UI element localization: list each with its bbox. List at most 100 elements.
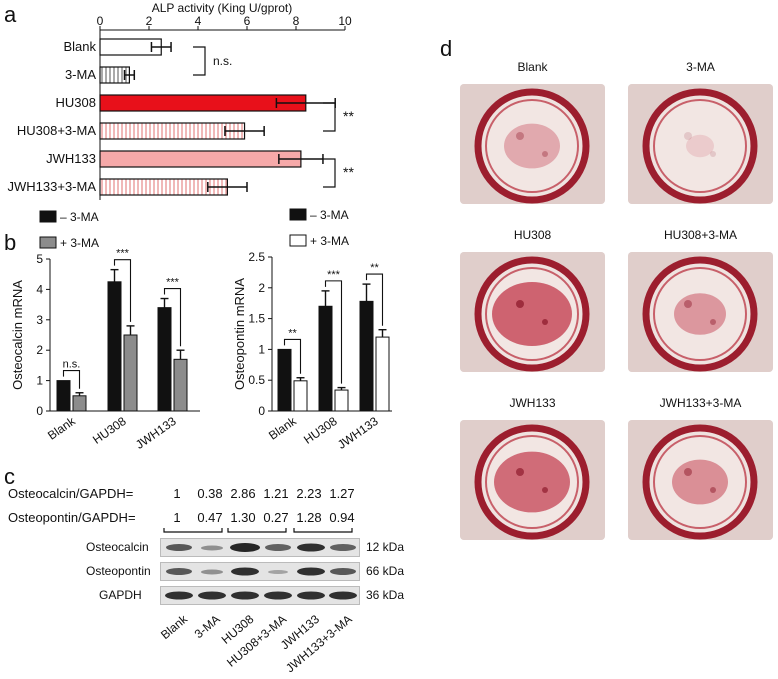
- chart-b2-significance-label: ***: [327, 269, 341, 281]
- chart-b2-ylabel: Osteopontin mRNA: [232, 278, 247, 390]
- chart-a-category-label: JWH133+3-MA: [8, 179, 97, 194]
- chart-a-title: ALP activity (King U/gprot): [152, 1, 293, 15]
- photo-label: Blank: [517, 60, 548, 74]
- stained-well-photo: [628, 420, 773, 540]
- chart-b1-bar: [123, 334, 138, 412]
- stained-well-photo: [628, 252, 773, 372]
- band-size-osteopontin: 66 kDa: [366, 564, 405, 578]
- chart-a-xtick-label: 6: [244, 14, 251, 28]
- chart-a-xtick-label: 2: [146, 14, 153, 28]
- chart-b2-ytick-label: 0.5: [248, 373, 265, 387]
- chart-b1-bar: [157, 307, 172, 412]
- panel-label-b: b: [4, 230, 17, 255]
- chart-b1-bar: [72, 395, 87, 412]
- chart-b2-category-label: HU308: [301, 414, 340, 447]
- chart-b2-ytick-label: 2: [258, 281, 265, 295]
- lane-label: Blank: [157, 612, 190, 643]
- chart-b1-ytick-label: 3: [36, 313, 43, 327]
- chart-b2-bar: [293, 380, 308, 412]
- chart-b1-ytick-label: 2: [36, 343, 43, 357]
- stained-well-photo: [628, 84, 773, 204]
- chart-a-bar: [99, 122, 246, 140]
- panel-label-c: c: [4, 464, 15, 489]
- ratio-value: 2.86: [230, 486, 256, 501]
- photo-label: JWH133+3-MA: [659, 396, 742, 410]
- ratio-value: 0.27: [263, 510, 289, 525]
- chart-b1-bar: [56, 380, 71, 412]
- chart-b2-bar: [359, 300, 374, 412]
- chart-b1-ylabel: Osteocalcin mRNA: [10, 280, 25, 390]
- chart-b2-ytick-label: 2.5: [248, 250, 265, 264]
- chart-b1-category-label: HU308: [90, 414, 129, 447]
- band-size-osteocalcin: 12 kDa: [366, 540, 405, 554]
- ratio-value: 0.38: [197, 486, 223, 501]
- chart-b1-legend-swatch: [39, 236, 57, 249]
- chart-b2-legend-swatch: [289, 208, 307, 221]
- chart-b2-legend-label: – 3-MA: [310, 208, 349, 222]
- chart-b2-bar: [318, 305, 333, 412]
- chart-b2-significance-bracket: [283, 338, 302, 374]
- ratio-value: 2.23: [296, 486, 322, 501]
- chart-b1-significance-label: n.s.: [63, 359, 81, 371]
- chart-b1-significance-label: ***: [166, 277, 180, 289]
- ratio-value: 1.27: [329, 486, 355, 501]
- photo-label: HU308: [513, 228, 552, 242]
- panel-label-a: a: [4, 2, 17, 27]
- chart-b1-legend-label: – 3-MA: [60, 210, 99, 224]
- band-size-gapdh: 36 kDa: [366, 588, 405, 602]
- ratio-value: 1.30: [230, 510, 256, 525]
- chart-b2-legend-label: + 3-MA: [310, 234, 349, 248]
- chart-b1-significance-label: ***: [116, 248, 130, 260]
- chart-a-significance-bracket: [193, 46, 206, 76]
- ratio-value: 1: [173, 486, 181, 501]
- chart-b2-bar: [375, 336, 390, 412]
- charts-svg: ALP activity (King U/gprot) 0 2 4 6 8 10 Blank 3…: [8, 1, 392, 452]
- chart-b1-category-label: JWH133: [133, 414, 179, 452]
- chart-b1-significance-bracket: [62, 370, 81, 389]
- blot-strip-osteocalcin: [160, 538, 360, 557]
- chart-a-xtick-label: 4: [195, 14, 202, 28]
- panel-label-d: d: [440, 36, 453, 61]
- ratio-value: 1.21: [263, 486, 289, 501]
- lane-label: 3-MA: [192, 612, 223, 642]
- chart-a-significance-bracket: [323, 158, 336, 188]
- chart-b2-ytick-label: 1: [258, 342, 265, 356]
- chart-a-category-label: 3-MA: [65, 67, 96, 82]
- chart-b1-ytick-label: 4: [36, 282, 43, 296]
- chart-b1-ytick-label: 5: [36, 252, 43, 266]
- chart-b2-bar: [334, 389, 349, 412]
- chart-b1-significance-bracket: [163, 287, 182, 347]
- chart-b2-significance-bracket: [365, 273, 384, 326]
- chart-b2-category-label: JWH133: [335, 414, 381, 452]
- chart-a-bar: [99, 150, 302, 168]
- chart-b2-significance-label: **: [370, 262, 379, 274]
- chart-b1-legend-swatch: [39, 210, 57, 223]
- chart-a-significance-label: **: [343, 164, 354, 180]
- chart-b1-ytick-label: 1: [36, 374, 43, 388]
- chart-b1-ytick-label: 0: [36, 404, 43, 418]
- chart-a-xtick-label: 10: [338, 14, 352, 28]
- chart-a-significance-label: n.s.: [213, 54, 232, 68]
- stained-well-photo: [460, 420, 605, 540]
- ratio-value: 1.28: [296, 510, 322, 525]
- western-blot-panel: Osteocalcin/GAPDH= Osteopontin/GAPDH= 1 0…: [0, 470, 440, 679]
- chart-a-xtick-label: 8: [293, 14, 300, 28]
- chart-b1-bar: [173, 358, 188, 412]
- lane-brackets: [163, 528, 353, 533]
- stained-well-photo: [460, 252, 605, 372]
- chart-b1-bar: [107, 281, 122, 412]
- chart-a-category-label: HU308: [56, 95, 96, 110]
- chart-a-significance-bracket: [323, 102, 336, 132]
- photo-label: HU308+3-MA: [663, 228, 738, 242]
- chart-b2-ytick-label: 1.5: [248, 312, 265, 326]
- chart-b2-significance-label: **: [288, 327, 297, 339]
- chart-a-category-label: Blank: [63, 39, 96, 54]
- band-label-osteocalcin: Osteocalcin: [86, 540, 149, 554]
- chart-a-category-label: HU308+3-MA: [17, 123, 96, 138]
- chart-a-bar: [99, 94, 307, 112]
- blot-strip-gapdh: [160, 586, 360, 605]
- photo-label: 3-MA: [686, 60, 715, 74]
- ratio-value: 0.47: [197, 510, 223, 525]
- chart-a-category-label: JWH133: [46, 151, 96, 166]
- ratio-value: 1: [173, 510, 181, 525]
